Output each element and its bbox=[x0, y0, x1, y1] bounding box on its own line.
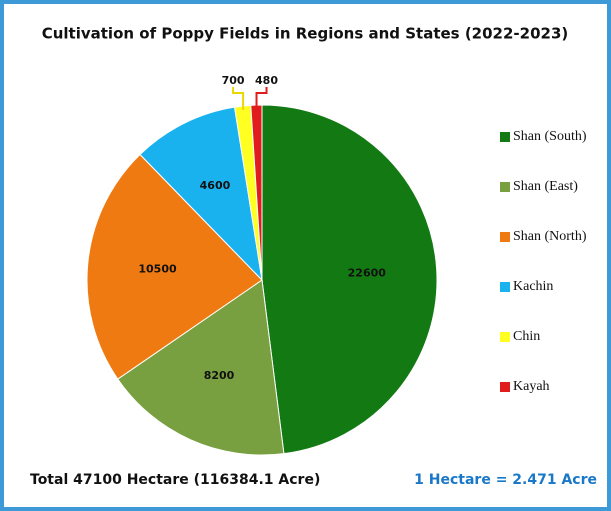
data-label: 4600 bbox=[200, 179, 231, 192]
pie-slice bbox=[139, 106, 263, 282]
pie-slice bbox=[117, 279, 285, 456]
data-label: 8200 bbox=[204, 369, 235, 382]
leader-line bbox=[255, 87, 268, 110]
legend-label: Kayah bbox=[513, 379, 550, 394]
legend-label: Shan (South) bbox=[513, 129, 587, 144]
pie-slice bbox=[86, 153, 263, 380]
legend-label: Kachin bbox=[513, 279, 553, 294]
data-label: 10500 bbox=[138, 263, 177, 276]
legend-swatch bbox=[500, 132, 510, 142]
chart-title: Cultivation of Poppy Fields in Regions a… bbox=[42, 25, 569, 43]
data-label: 700 bbox=[222, 74, 245, 87]
legend-swatch bbox=[500, 232, 510, 242]
legend-swatch bbox=[500, 332, 510, 342]
footer-right: 1 Hectare = 2.471 Acre bbox=[414, 472, 597, 488]
legend-label: Shan (North) bbox=[513, 229, 587, 244]
pie-slice bbox=[261, 104, 438, 455]
footer-left: Total 47100 Hectare (116384.1 Acre) bbox=[30, 472, 320, 488]
data-label: 480 bbox=[255, 74, 278, 87]
legend-swatch bbox=[500, 382, 510, 392]
legend-swatch bbox=[500, 282, 510, 292]
data-label: 22600 bbox=[348, 266, 387, 279]
legend-swatch bbox=[500, 182, 510, 192]
legend-label: Shan (East) bbox=[513, 179, 578, 194]
legend-label: Chin bbox=[513, 329, 540, 344]
leader-line bbox=[232, 87, 245, 111]
